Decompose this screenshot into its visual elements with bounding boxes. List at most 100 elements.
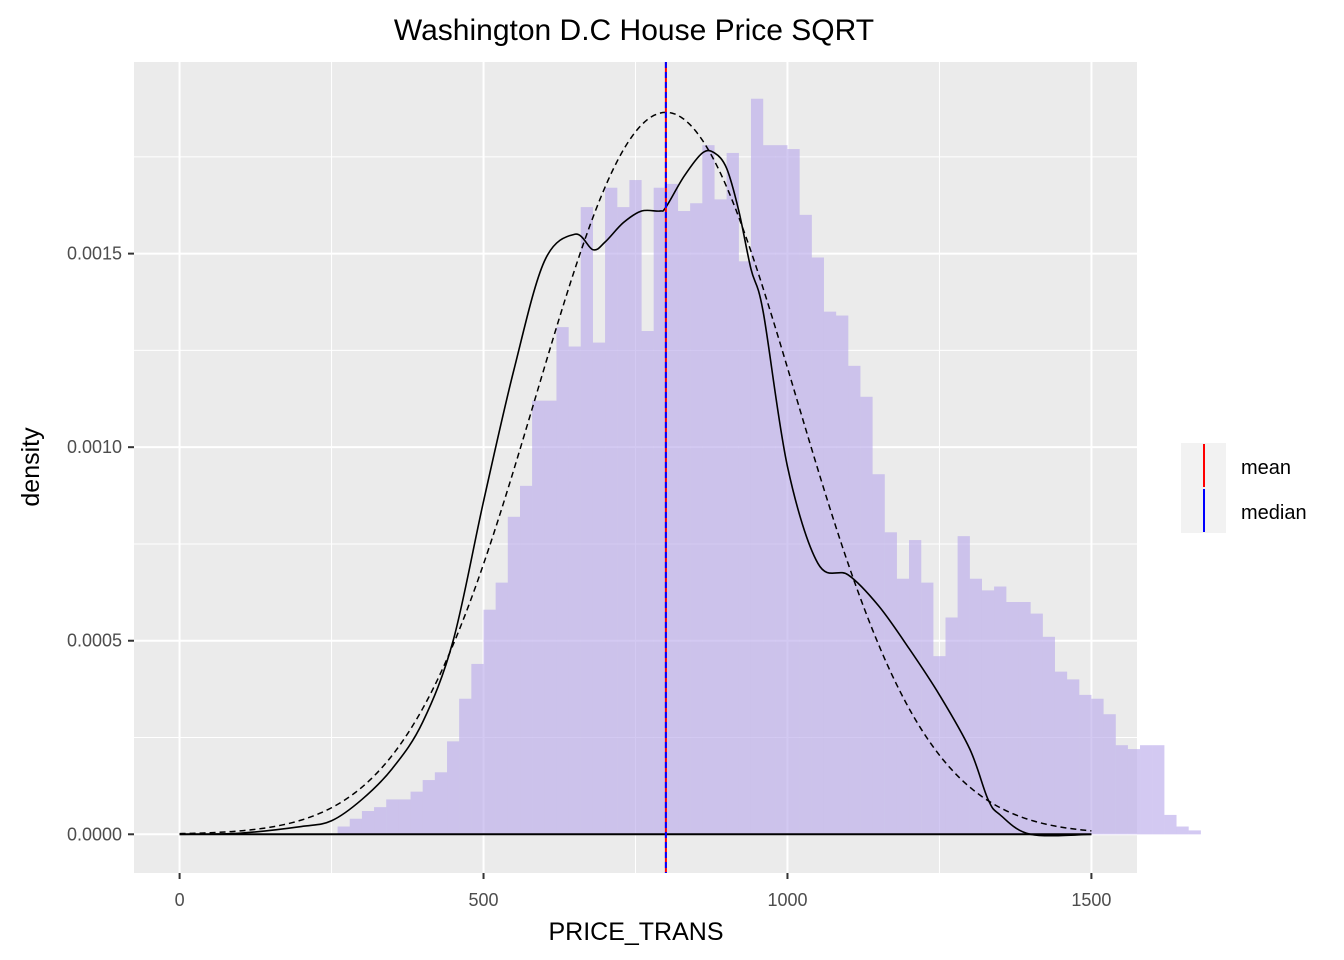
histogram-bar	[884, 532, 897, 835]
histogram-overlay-bar	[532, 400, 545, 835]
histogram-bar	[860, 396, 873, 835]
histogram-overlay-bar	[702, 145, 715, 835]
histogram-overlay-bar	[909, 540, 922, 835]
histogram-overlay-bar	[349, 818, 362, 835]
histogram-overlay-bar	[1188, 830, 1201, 835]
histogram-bar	[1006, 602, 1019, 835]
histogram-bar	[1079, 694, 1092, 835]
histogram-overlay-bar	[459, 698, 472, 835]
histogram-bar	[605, 187, 618, 835]
histogram-overlay-bar	[945, 617, 958, 835]
y-axis-title: density	[17, 427, 45, 507]
histogram-overlay-bar	[1030, 613, 1043, 835]
histogram-overlay-bar	[750, 98, 764, 835]
histogram-overlay-bar	[690, 203, 703, 835]
histogram-bar	[349, 818, 362, 835]
histogram-bar	[945, 617, 958, 835]
histogram-bar	[410, 791, 423, 835]
histogram-overlay-bar	[556, 327, 569, 835]
histogram-overlay-bar	[1127, 749, 1141, 835]
histogram-overlay-bar	[507, 516, 521, 835]
histogram-bar	[568, 346, 581, 835]
histogram-bar	[690, 203, 703, 835]
x-tick-label: 0	[175, 890, 185, 910]
histogram-overlay-bar	[580, 207, 593, 835]
histogram-bar	[459, 698, 472, 835]
histogram-overlay-bar	[592, 342, 606, 835]
histogram-overlay-bar	[981, 590, 995, 835]
histogram-overlay-bar	[1164, 814, 1177, 835]
histogram-overlay-bar	[848, 365, 861, 835]
histogram-bar	[1091, 698, 1104, 835]
histogram-bar	[483, 609, 496, 835]
histogram-overlay-bar	[653, 187, 666, 835]
histogram-bar	[447, 741, 460, 835]
histogram-bar	[495, 582, 508, 835]
x-tick-label: 500	[469, 890, 499, 910]
histogram-bar	[422, 780, 435, 835]
histogram-overlay-bar	[1115, 745, 1128, 835]
histogram-bar	[629, 180, 642, 835]
legend-label: median	[1241, 502, 1307, 524]
histogram-overlay-bars	[337, 98, 1201, 835]
histogram-overlay-bar	[471, 663, 484, 835]
histogram-overlay-bar	[738, 261, 751, 835]
histogram-overlay-bar	[860, 396, 873, 835]
histogram-overlay-bar	[447, 741, 460, 835]
histogram-overlay-bar	[386, 799, 399, 835]
histogram-overlay-bar	[605, 187, 618, 835]
histogram-overlay-bar	[495, 582, 508, 835]
histogram-bar	[1103, 714, 1116, 835]
histogram-overlay-bar	[1140, 745, 1153, 835]
histogram-bar	[580, 207, 593, 835]
histogram-bar	[836, 315, 849, 835]
histogram-bar	[775, 145, 788, 835]
histogram-bar	[714, 199, 727, 835]
histogram-bar	[1115, 745, 1128, 835]
histogram-overlay-bar	[921, 582, 934, 835]
histogram-bar	[872, 474, 885, 835]
histogram-bar	[471, 663, 484, 835]
histogram-overlay-bar	[1103, 714, 1116, 835]
histogram-bar	[556, 327, 569, 835]
histogram-bar	[1127, 749, 1141, 835]
histogram-overlay-bar	[374, 807, 387, 835]
density-curve	[179, 149, 1092, 837]
histogram-overlay-bar	[994, 586, 1007, 835]
histogram-bar	[398, 799, 411, 835]
histogram-overlay-bar	[483, 609, 496, 835]
histogram-overlay-bar	[665, 183, 679, 835]
histogram-bar	[665, 183, 679, 835]
histogram-bar	[909, 540, 922, 835]
histogram-overlay-bar	[763, 145, 776, 835]
histogram-bar	[592, 342, 606, 835]
histogram-overlay-bar	[544, 400, 557, 835]
histogram-bar	[653, 187, 666, 835]
histogram-bar	[520, 485, 533, 835]
histogram-bar	[532, 400, 545, 835]
histogram-bar	[617, 207, 630, 835]
histogram-bar	[1054, 671, 1068, 835]
histogram-bar	[702, 145, 715, 835]
histogram-bar	[981, 590, 995, 835]
y-axis: 0.0000 0.0005 0.0010 0.0015	[67, 244, 134, 844]
histogram-overlay-bar	[799, 214, 812, 835]
histogram-overlay-bar	[714, 199, 727, 835]
histogram-overlay-bar	[957, 536, 970, 835]
x-axis: 0 500 1000 1500	[175, 873, 1111, 910]
histogram-overlay-bar	[1042, 636, 1055, 835]
x-axis-title: PRICE_TRANS	[548, 918, 723, 946]
histogram-overlay-bar	[1067, 679, 1080, 835]
histogram-overlay-bar	[836, 315, 849, 835]
y-tick-label: 0.0015	[67, 244, 122, 264]
histogram-bar	[921, 582, 934, 835]
histogram-overlay-bar	[933, 656, 946, 835]
histogram-overlay-bar	[617, 207, 630, 835]
histogram-bar	[1176, 826, 1189, 835]
histogram-bar	[361, 811, 375, 835]
y-tick-label: 0.0005	[67, 631, 122, 651]
histogram-overlay-bar	[969, 578, 982, 835]
histogram-bar	[386, 799, 399, 835]
histogram-bar	[1188, 830, 1201, 835]
